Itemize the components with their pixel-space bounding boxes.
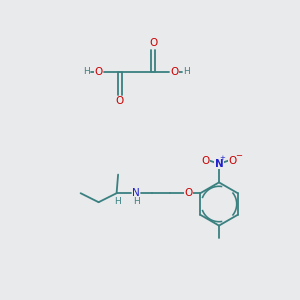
Text: O: O (94, 67, 103, 77)
Text: −: − (236, 151, 243, 160)
Text: N: N (214, 159, 224, 169)
Text: O: O (201, 156, 210, 166)
Text: O: O (170, 67, 179, 77)
Text: H: H (83, 68, 89, 76)
Text: H: H (184, 68, 190, 76)
Text: O: O (228, 156, 237, 166)
Text: H: H (133, 197, 140, 206)
Text: O: O (185, 188, 193, 198)
Text: +: + (220, 155, 226, 161)
Text: O: O (116, 96, 124, 106)
Text: H: H (114, 197, 121, 206)
Text: O: O (149, 38, 157, 48)
Text: N: N (132, 188, 140, 198)
